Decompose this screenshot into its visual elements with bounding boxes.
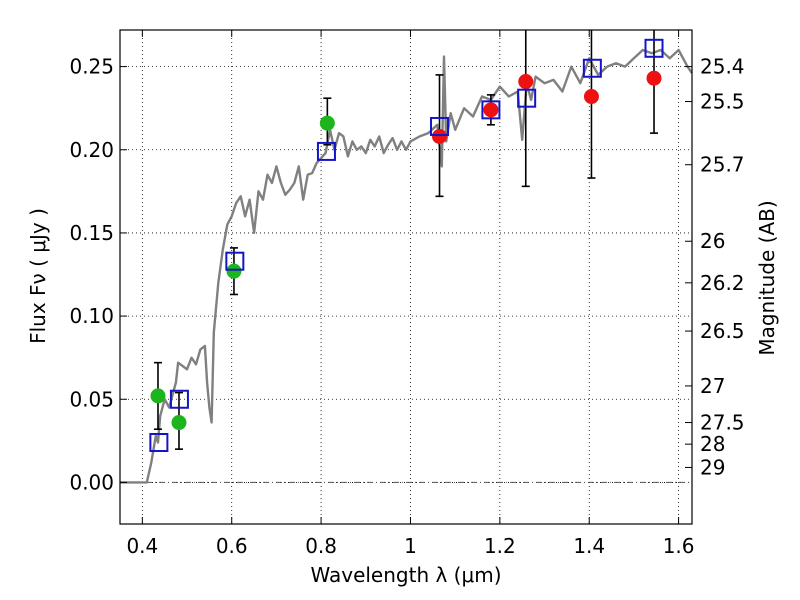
magnitude-tick-label: 25.5	[700, 90, 745, 114]
model-photometry-square	[517, 88, 537, 108]
model-photometry-square	[481, 100, 501, 120]
red-point	[583, 89, 599, 105]
magnitude-tick-label: 26	[700, 229, 725, 253]
model-photometry-square	[582, 58, 602, 78]
x-tick-label: 0.8	[305, 534, 337, 558]
magnitude-tick-label: 27.5	[700, 411, 745, 435]
model-photometry-square	[225, 251, 245, 271]
model-sed-line	[120, 48, 693, 484]
x-axis-label: Wavelength λ (μm)	[310, 563, 501, 587]
magnitude-tick-label: 26.2	[700, 271, 745, 295]
x-tick-label: 0.6	[216, 534, 248, 558]
red-point	[483, 102, 499, 118]
plot-frame	[119, 29, 693, 525]
x-tick-label: 1.2	[484, 534, 516, 558]
error-bars	[153, 30, 659, 450]
x-tick-label: 1.4	[573, 534, 605, 558]
model-photometry-square	[430, 116, 450, 136]
red-point	[646, 70, 662, 86]
green-point	[171, 415, 187, 431]
axis-ticks	[120, 30, 692, 524]
model-photometry-squares	[149, 38, 664, 452]
y-tick-label: 0.10	[69, 304, 114, 328]
red-point	[518, 74, 534, 90]
green-point	[319, 115, 335, 131]
y-tick-labels: 0.00 0.05 0.10 0.15 0.20 0.25	[69, 55, 114, 495]
magnitude-tick-label: 25.7	[700, 153, 745, 177]
magnitude-tick-label: 26.5	[700, 319, 745, 343]
magnitude-tick-label: 29	[700, 455, 725, 479]
model-photometry-square	[149, 432, 169, 452]
green-point	[226, 263, 242, 279]
green-point	[150, 388, 166, 404]
y-tick-label: 0.15	[69, 221, 114, 245]
x-tick-label: 1	[404, 534, 417, 558]
y-tick-label: 0.00	[69, 470, 114, 494]
x-tick-label: 1.6	[663, 534, 695, 558]
magnitude-tick-label: 28	[700, 432, 725, 456]
y2-axis-label: Magnitude (AB)	[755, 200, 779, 355]
model-photometry-square	[169, 389, 189, 409]
model-photometry-square	[644, 38, 664, 58]
magnitude-tick-label: 27	[700, 374, 725, 398]
model-photometry-square	[316, 141, 336, 161]
grid	[120, 30, 692, 524]
magnitude-tick-label: 25.4	[700, 55, 745, 79]
red-point	[432, 128, 448, 144]
x-tick-labels: 0.4 0.6 0.8 1 1.2 1.4 1.6	[126, 534, 694, 558]
y-tick-label: 0.05	[69, 387, 114, 411]
x-tick-label: 0.4	[126, 534, 158, 558]
y-axis-label: Flux Fν ( μJy )	[26, 208, 50, 344]
data-points	[150, 70, 662, 431]
y-tick-label: 0.20	[69, 138, 114, 162]
y-tick-label: 0.25	[69, 55, 114, 79]
